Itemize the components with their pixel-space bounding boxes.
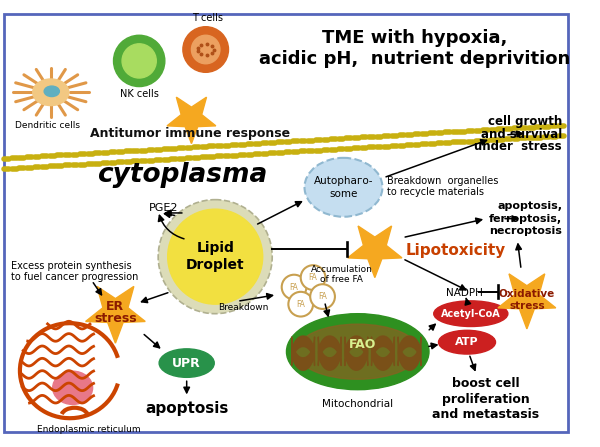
Text: FA: FA (308, 273, 317, 282)
Polygon shape (167, 97, 216, 143)
Ellipse shape (434, 301, 508, 326)
Text: cell growth: cell growth (488, 115, 562, 128)
Circle shape (282, 275, 307, 299)
Ellipse shape (286, 314, 429, 390)
Text: Oxidative: Oxidative (499, 289, 555, 299)
Circle shape (301, 265, 325, 290)
Text: UPR: UPR (172, 357, 201, 370)
Text: Mitochondrial: Mitochondrial (322, 399, 393, 409)
Ellipse shape (305, 158, 382, 217)
Text: PGE2: PGE2 (149, 203, 178, 213)
Circle shape (122, 44, 156, 78)
Text: cytoplasma: cytoplasma (97, 162, 267, 188)
Text: Droplet: Droplet (186, 258, 245, 272)
Ellipse shape (53, 371, 92, 405)
Text: boost cell: boost cell (452, 378, 520, 391)
Text: apoptosis,: apoptosis, (497, 201, 562, 211)
Text: Autophaго-: Autophaго- (314, 176, 373, 186)
Text: T cells: T cells (192, 13, 223, 23)
Ellipse shape (159, 349, 214, 377)
Circle shape (113, 35, 165, 87)
Text: Breakdown: Breakdown (218, 304, 269, 312)
Text: Endoplasmic reticulum: Endoplasmic reticulum (37, 425, 140, 434)
Text: necroptosis: necroptosis (489, 226, 562, 236)
Text: under  stress: under stress (475, 140, 562, 153)
Text: ATP: ATP (455, 337, 479, 347)
Text: acidic pH,  nutrient deprivition: acidic pH, nutrient deprivition (259, 50, 571, 67)
Text: Excess protein synthesis: Excess protein synthesis (11, 261, 131, 271)
Text: proliferation: proliferation (442, 393, 530, 406)
FancyBboxPatch shape (4, 14, 568, 432)
Text: and survival: and survival (481, 127, 562, 141)
Text: Antitumor immune response: Antitumor immune response (90, 127, 290, 139)
Ellipse shape (44, 86, 59, 97)
Polygon shape (498, 274, 556, 329)
Text: FA: FA (318, 292, 327, 301)
Text: TME with hypoxia,: TME with hypoxia, (322, 29, 508, 46)
Polygon shape (348, 226, 402, 278)
Circle shape (289, 292, 313, 316)
Text: of free FA: of free FA (320, 275, 363, 284)
Circle shape (167, 209, 263, 304)
Text: and metastasis: and metastasis (433, 408, 539, 421)
Text: Lipotoxicity: Lipotoxicity (405, 243, 505, 257)
Text: some: some (329, 189, 358, 199)
Circle shape (191, 35, 220, 64)
Text: Acetyl-CoA: Acetyl-CoA (441, 309, 500, 319)
Circle shape (158, 200, 272, 314)
Text: FAO: FAO (349, 337, 376, 350)
Text: apoptosis: apoptosis (145, 401, 229, 416)
Text: FA: FA (290, 283, 299, 291)
Text: Accumulation: Accumulation (311, 266, 373, 274)
Polygon shape (86, 287, 145, 343)
Text: Lipid: Lipid (196, 241, 234, 255)
Ellipse shape (296, 324, 419, 379)
Text: NK cells: NK cells (120, 89, 158, 99)
Text: ferroptosis,: ferroptosis, (489, 214, 562, 224)
Text: stress: stress (509, 301, 545, 311)
Text: to fuel cancer progression: to fuel cancer progression (11, 272, 138, 282)
Text: NADPH: NADPH (446, 288, 482, 298)
Circle shape (183, 27, 229, 72)
Text: to recycle materials: to recycle materials (387, 187, 484, 197)
Ellipse shape (33, 79, 69, 105)
Text: stress: stress (94, 312, 137, 325)
Ellipse shape (439, 330, 496, 354)
Text: ER: ER (106, 299, 124, 312)
Circle shape (310, 284, 335, 309)
Text: Dendritic cells: Dendritic cells (14, 121, 80, 130)
Text: FA: FA (296, 299, 305, 309)
Text: Breakdown  organelles: Breakdown organelles (387, 176, 499, 186)
